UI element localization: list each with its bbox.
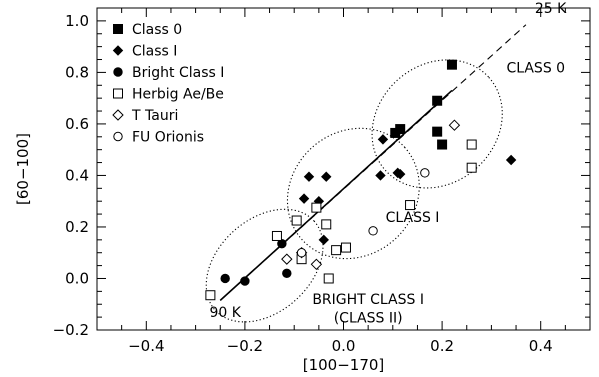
point-herbig-ae-be bbox=[205, 290, 216, 301]
y-axis-title: [60−100] bbox=[14, 133, 32, 205]
x-tick-label: 0.0 bbox=[332, 337, 356, 355]
axes: −0.4 −0.2 0.0 0.2 0.4 −0.2 0.0 0.2 0.4 0.6 0.8 1.0 [… bbox=[14, 7, 591, 374]
point-bright-class-i bbox=[240, 276, 250, 286]
point-bright-class-i bbox=[220, 273, 230, 284]
annotation-90-k: 90 K bbox=[209, 305, 241, 321]
y-tick-label: 0.2 bbox=[65, 218, 89, 236]
legend-marker-t-tauri bbox=[112, 109, 124, 121]
solid-fit-line bbox=[219, 89, 453, 301]
y-tick-label: −0.2 bbox=[53, 321, 89, 339]
point-fu-orionis bbox=[368, 226, 378, 236]
point-class-i bbox=[298, 193, 310, 204]
legend-marker-class-0 bbox=[113, 24, 123, 34]
legend-label-class-0: Class 0 bbox=[132, 22, 182, 38]
point-herbig-ae-be bbox=[405, 200, 416, 211]
legend-marker-herbig-ae-be bbox=[113, 88, 123, 99]
point-fu-orionis bbox=[420, 168, 430, 178]
annotation-bright-class-i: BRIGHT CLASS I bbox=[312, 292, 424, 308]
annotation-class-i: CLASS I bbox=[386, 210, 440, 226]
point-class-i bbox=[394, 168, 406, 180]
x-tick-label: 0.2 bbox=[430, 337, 454, 355]
point-class-0 bbox=[432, 95, 443, 106]
y-tick-label: 0.6 bbox=[65, 115, 89, 133]
point-herbig-ae-be bbox=[466, 139, 477, 150]
legend-label-class-i: Class I bbox=[132, 44, 177, 60]
point-t-tauri bbox=[448, 119, 461, 131]
y-tick-label: 0.0 bbox=[65, 269, 89, 287]
x-axis-title: [100−170] bbox=[303, 356, 385, 374]
point-t-tauri bbox=[310, 258, 323, 271]
point-herbig-ae-be bbox=[311, 202, 322, 213]
point-herbig-ae-be bbox=[331, 245, 342, 256]
point-bright-class-i bbox=[282, 268, 292, 279]
annotations: 25 K CLASS 0 CLASS I BRIGHT CLASS I (CLASS I… bbox=[209, 1, 567, 326]
reference-lines bbox=[219, 24, 527, 301]
legend: Class 0 Class I Bright Class I Herbig Ae/Be… bbox=[112, 22, 224, 146]
legend-marker-class-i bbox=[112, 45, 124, 56]
point-class-i bbox=[377, 134, 389, 145]
x-tick-label: −0.4 bbox=[128, 337, 164, 355]
point-herbig-ae-be bbox=[466, 162, 477, 173]
data-points bbox=[205, 59, 517, 301]
point-fu-orionis bbox=[296, 248, 307, 258]
y-tick-label: 1.0 bbox=[65, 12, 89, 30]
region-ellipses bbox=[205, 59, 503, 323]
legend-label-bright-class-i: Bright Class I bbox=[132, 65, 224, 81]
point-herbig-ae-be bbox=[340, 242, 351, 253]
point-herbig-ae-be bbox=[323, 273, 334, 284]
point-class-0 bbox=[432, 126, 443, 137]
point-class-i bbox=[321, 171, 332, 182]
point-t-tauri bbox=[281, 253, 293, 265]
y-tick-label: 0.4 bbox=[65, 166, 89, 184]
region-ellipse-1 bbox=[286, 127, 420, 260]
legend-marker-fu-orionis bbox=[113, 131, 123, 142]
region-ellipse-0 bbox=[371, 59, 503, 189]
region-ellipse-2 bbox=[205, 208, 324, 323]
legend-label-fu-orionis: FU Orionis bbox=[132, 130, 204, 146]
point-class-i bbox=[318, 234, 329, 246]
point-class-i bbox=[505, 154, 517, 166]
point-class-0 bbox=[446, 59, 457, 70]
point-class-i bbox=[375, 170, 386, 181]
legend-label-herbig-ae-be: Herbig Ae/Be bbox=[132, 87, 224, 103]
annotation-class-0: CLASS 0 bbox=[506, 60, 565, 76]
point-class-0 bbox=[390, 127, 401, 138]
y-tick-label: 0.8 bbox=[65, 63, 89, 81]
annotation--class-ii-: (CLASS II) bbox=[334, 310, 403, 326]
x-tick-label: −0.2 bbox=[227, 337, 263, 355]
annotation-25-k: 25 K bbox=[535, 1, 567, 17]
point-herbig-ae-be bbox=[271, 230, 282, 241]
point-class-i bbox=[303, 171, 315, 182]
legend-marker-bright-class-i bbox=[113, 67, 123, 77]
point-class-0 bbox=[437, 139, 448, 150]
legend-label-t-tauri: T Tauri bbox=[131, 108, 178, 124]
point-herbig-ae-be bbox=[321, 219, 332, 230]
point-herbig-ae-be bbox=[291, 215, 302, 226]
x-tick-label: 0.4 bbox=[529, 337, 553, 355]
